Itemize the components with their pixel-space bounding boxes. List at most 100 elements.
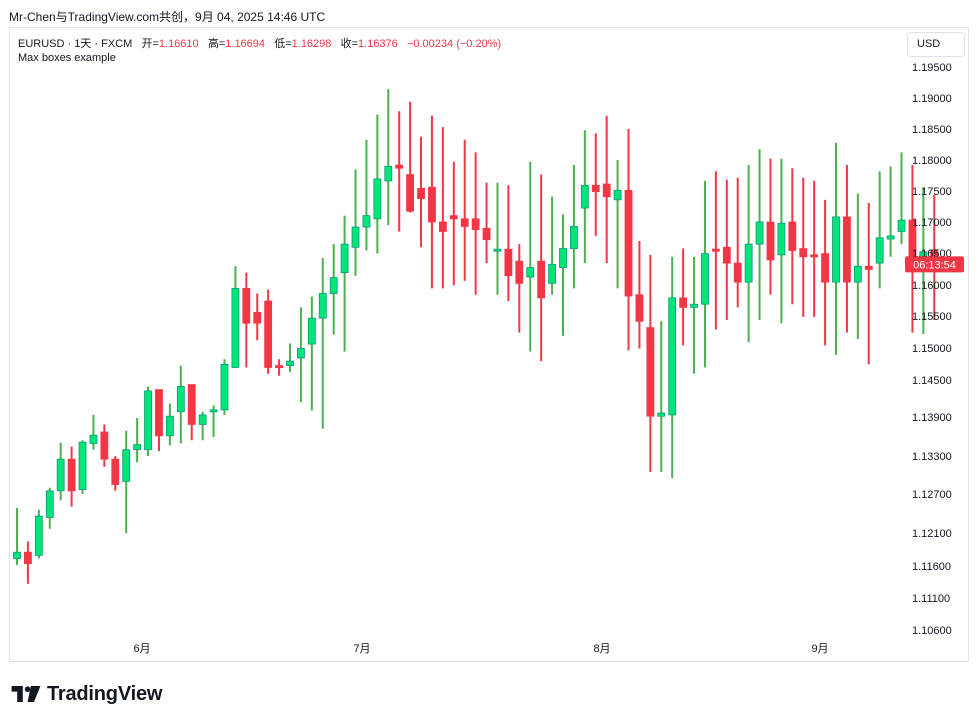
candle-body: [373, 178, 382, 220]
candle: [89, 414, 98, 450]
candle: [220, 359, 229, 415]
candle-body: [515, 260, 524, 284]
candle-body: [591, 184, 600, 193]
candle-body: [580, 184, 589, 209]
candle: [438, 127, 447, 289]
candle: [198, 411, 207, 441]
candle-body: [679, 297, 688, 308]
candle-body: [613, 189, 622, 201]
candle-body: [766, 221, 775, 261]
candle-body: [111, 458, 120, 485]
candle-body: [56, 458, 65, 492]
candle-body: [799, 248, 808, 258]
candle: [711, 171, 720, 330]
candle-body: [537, 260, 546, 299]
candle-body: [646, 327, 655, 417]
candle: [297, 307, 305, 403]
candles-layer: [13, 89, 939, 584]
candle: [515, 244, 524, 333]
candle: [886, 166, 895, 257]
candle-body: [406, 174, 415, 212]
candle: [264, 289, 273, 374]
candle: [864, 203, 873, 365]
candle: [843, 165, 851, 333]
candle-body: [449, 215, 458, 220]
candle-body: [144, 390, 152, 451]
candle: [406, 101, 415, 213]
candle-body: [417, 188, 425, 199]
candle: [755, 149, 764, 321]
candle: [351, 169, 360, 276]
candle-body: [24, 551, 32, 564]
close-label: 收=: [340, 38, 359, 50]
candle: [286, 343, 294, 372]
candle-body: [482, 227, 491, 241]
candle-body: [122, 449, 131, 482]
candle-body: [624, 189, 633, 297]
candle: [231, 266, 240, 368]
candle-body: [690, 303, 698, 308]
candle: [187, 384, 196, 441]
candle-body: [493, 248, 502, 252]
candle: [733, 177, 742, 308]
indicator-subtitle: Max boxes example: [18, 52, 116, 64]
candle: [613, 159, 622, 289]
price-tick-label: 1.19000: [912, 93, 952, 105]
candle: [570, 165, 578, 289]
candle-body: [89, 434, 98, 444]
candle: [668, 256, 677, 479]
change-value: −0.00234 (−0.20%): [406, 38, 502, 50]
candle: [111, 456, 120, 491]
candle-body: [744, 243, 753, 283]
tradingview-logo[interactable]: TradingView: [11, 683, 162, 705]
symbol-legend: EURUSD · 1天 · FXCM 开=1.16610 高=1.16694 低…: [18, 35, 501, 51]
tradingview-logo-icon: [11, 686, 41, 702]
candle: [810, 180, 819, 317]
candle-body: [264, 300, 273, 368]
candle: [144, 386, 152, 457]
candle: [493, 182, 502, 295]
price-tick-label: 1.17000: [912, 217, 952, 229]
price-tick-label: 1.13300: [912, 451, 952, 463]
candle: [155, 389, 163, 451]
high-value: 1.16694: [225, 38, 266, 50]
candle: [471, 152, 480, 295]
price-tick-label: 1.15500: [912, 311, 952, 323]
chart-frame[interactable]: [9, 27, 969, 662]
candle: [744, 165, 753, 343]
candle-body: [460, 218, 469, 227]
candle: [24, 541, 32, 584]
candle: [624, 128, 633, 351]
candle: [504, 185, 513, 302]
candle: [788, 168, 797, 305]
candle: [799, 177, 808, 317]
candle: [777, 158, 786, 324]
candle: [209, 405, 218, 438]
candle-body: [231, 288, 240, 368]
candle-body: [548, 263, 556, 284]
candle: [580, 130, 589, 264]
candle-body: [351, 226, 360, 248]
candle-body: [755, 221, 764, 245]
price-tick-label: 1.17500: [912, 186, 952, 198]
candle-body: [133, 444, 142, 451]
time-axis: 6月 7月 8月 9月: [133, 643, 828, 655]
candle-body: [78, 441, 87, 490]
candle: [275, 359, 283, 376]
candle-body: [100, 431, 109, 460]
candle: [373, 114, 382, 254]
candle-body: [67, 458, 76, 492]
currency-button[interactable]: USD: [907, 32, 965, 57]
candle: [482, 182, 491, 264]
candle-body: [777, 222, 786, 256]
candle: [307, 296, 316, 411]
candle-body: [843, 216, 851, 283]
candle-body: [821, 253, 829, 283]
candle: [13, 507, 21, 565]
close-value: 1.16376: [358, 38, 398, 50]
candle: [78, 440, 87, 494]
candle-body: [733, 262, 742, 283]
candle-body: [701, 253, 709, 305]
candle-body: [897, 219, 906, 232]
